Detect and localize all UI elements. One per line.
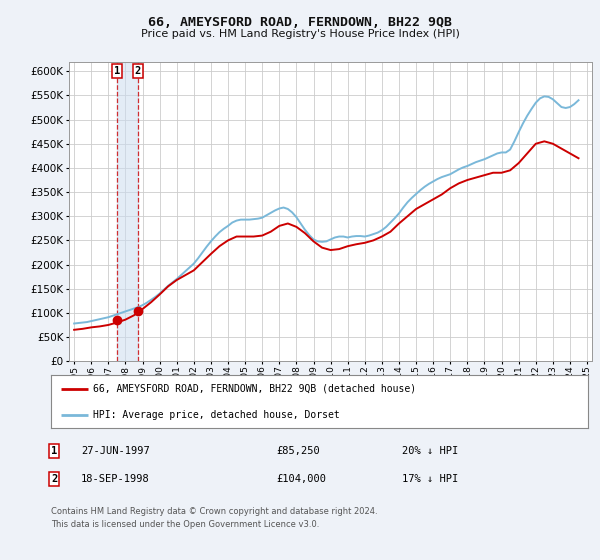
Text: 17% ↓ HPI: 17% ↓ HPI [402, 474, 458, 484]
Text: HPI: Average price, detached house, Dorset: HPI: Average price, detached house, Dors… [93, 410, 340, 420]
Text: 18-SEP-1998: 18-SEP-1998 [81, 474, 150, 484]
Text: 27-JUN-1997: 27-JUN-1997 [81, 446, 150, 456]
Text: 1: 1 [113, 66, 120, 76]
Text: Contains HM Land Registry data © Crown copyright and database right 2024.: Contains HM Land Registry data © Crown c… [51, 507, 377, 516]
Text: 66, AMEYSFORD ROAD, FERNDOWN, BH22 9QB: 66, AMEYSFORD ROAD, FERNDOWN, BH22 9QB [148, 16, 452, 29]
Text: 66, AMEYSFORD ROAD, FERNDOWN, BH22 9QB (detached house): 66, AMEYSFORD ROAD, FERNDOWN, BH22 9QB (… [93, 384, 416, 394]
Text: £85,250: £85,250 [276, 446, 320, 456]
Text: Price paid vs. HM Land Registry's House Price Index (HPI): Price paid vs. HM Land Registry's House … [140, 29, 460, 39]
Text: 20% ↓ HPI: 20% ↓ HPI [402, 446, 458, 456]
Text: £104,000: £104,000 [276, 474, 326, 484]
Text: This data is licensed under the Open Government Licence v3.0.: This data is licensed under the Open Gov… [51, 520, 319, 529]
Bar [117, 62, 137, 361]
Text: 2: 2 [134, 66, 140, 76]
Text: 1: 1 [51, 446, 57, 456]
Text: 2: 2 [51, 474, 57, 484]
